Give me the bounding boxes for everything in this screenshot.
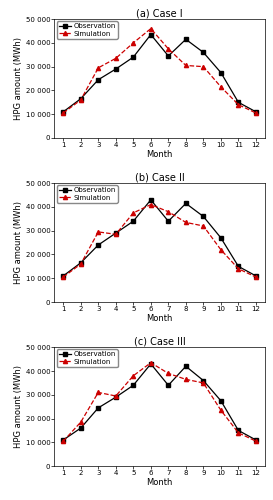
- Simulation: [79, 261, 82, 267]
- Simulation: [202, 380, 205, 386]
- Simulation: [219, 408, 222, 414]
- Observation: [114, 230, 117, 236]
- Simulation: [97, 229, 100, 235]
- Simulation: [62, 110, 65, 116]
- Simulation: [254, 110, 257, 116]
- Title: (c) Case III: (c) Case III: [134, 336, 185, 346]
- Simulation: [79, 419, 82, 425]
- Simulation: [237, 102, 240, 107]
- Observation: [132, 54, 135, 60]
- Simulation: [114, 393, 117, 399]
- Y-axis label: HPG amount (MWh): HPG amount (MWh): [14, 201, 23, 284]
- Simulation: [237, 266, 240, 272]
- Observation: [79, 425, 82, 431]
- Simulation: [132, 40, 135, 46]
- Line: Observation: Observation: [61, 32, 258, 114]
- Observation: [184, 36, 188, 43]
- Observation: [219, 235, 222, 241]
- Simulation: [202, 64, 205, 70]
- Simulation: [167, 370, 170, 376]
- Observation: [167, 218, 170, 224]
- Simulation: [62, 438, 65, 444]
- Observation: [167, 382, 170, 388]
- Simulation: [114, 232, 117, 237]
- Observation: [254, 273, 257, 279]
- Observation: [202, 378, 205, 384]
- Observation: [97, 405, 100, 411]
- Title: (b) Case II: (b) Case II: [135, 172, 185, 182]
- Title: (a) Case I: (a) Case I: [136, 8, 183, 18]
- Y-axis label: HPG amount (MWh): HPG amount (MWh): [14, 37, 23, 120]
- Simulation: [132, 373, 135, 379]
- Observation: [219, 398, 222, 404]
- Observation: [149, 197, 152, 203]
- Line: Simulation: Simulation: [61, 202, 258, 279]
- Simulation: [97, 390, 100, 396]
- Observation: [149, 361, 152, 367]
- Line: Observation: Observation: [61, 362, 258, 442]
- Simulation: [184, 376, 188, 382]
- Simulation: [167, 46, 170, 52]
- Simulation: [237, 430, 240, 436]
- Line: Simulation: Simulation: [61, 360, 258, 443]
- Observation: [202, 50, 205, 56]
- Observation: [62, 109, 65, 115]
- Simulation: [149, 26, 152, 32]
- Legend: Observation, Simulation: Observation, Simulation: [57, 186, 118, 203]
- Legend: Observation, Simulation: Observation, Simulation: [57, 350, 118, 367]
- Simulation: [79, 97, 82, 103]
- Observation: [184, 364, 188, 370]
- Observation: [79, 96, 82, 102]
- Simulation: [184, 220, 188, 226]
- Simulation: [97, 65, 100, 71]
- X-axis label: Month: Month: [146, 478, 173, 486]
- Simulation: [149, 360, 152, 366]
- Observation: [254, 109, 257, 115]
- Y-axis label: HPG amount (MWh): HPG amount (MWh): [14, 365, 23, 448]
- Observation: [149, 32, 152, 38]
- Simulation: [202, 223, 205, 229]
- Simulation: [167, 208, 170, 214]
- Simulation: [219, 246, 222, 252]
- X-axis label: Month: Month: [146, 150, 173, 158]
- Observation: [184, 200, 188, 206]
- Simulation: [254, 274, 257, 280]
- Legend: Observation, Simulation: Observation, Simulation: [57, 21, 118, 38]
- Observation: [202, 214, 205, 220]
- Observation: [132, 218, 135, 224]
- Observation: [219, 70, 222, 75]
- Observation: [97, 76, 100, 82]
- Observation: [254, 437, 257, 443]
- Observation: [167, 53, 170, 59]
- Simulation: [254, 438, 257, 444]
- Observation: [114, 66, 117, 72]
- Simulation: [184, 62, 188, 68]
- Simulation: [114, 56, 117, 62]
- Simulation: [62, 274, 65, 280]
- Observation: [62, 437, 65, 443]
- Observation: [114, 394, 117, 400]
- Observation: [97, 242, 100, 248]
- Simulation: [132, 210, 135, 216]
- Observation: [237, 264, 240, 270]
- Observation: [237, 428, 240, 434]
- Simulation: [219, 84, 222, 90]
- Observation: [79, 260, 82, 266]
- Line: Observation: Observation: [61, 198, 258, 278]
- Observation: [237, 100, 240, 105]
- X-axis label: Month: Month: [146, 314, 173, 322]
- Observation: [62, 273, 65, 279]
- Observation: [132, 382, 135, 388]
- Line: Simulation: Simulation: [61, 26, 258, 115]
- Simulation: [149, 202, 152, 207]
